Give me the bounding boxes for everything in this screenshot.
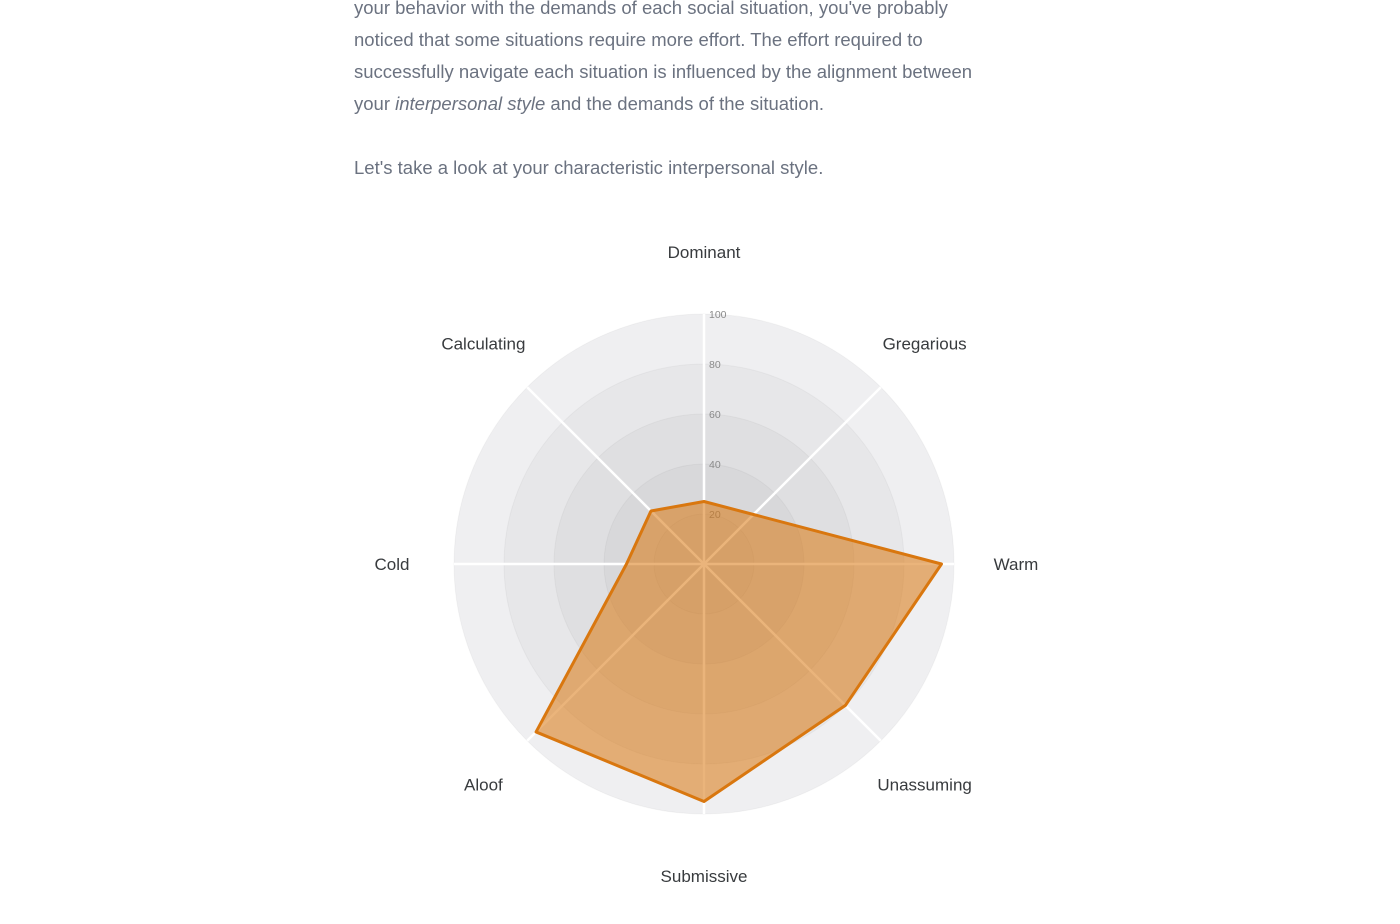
axis-label-unassuming: Unassuming (877, 776, 972, 795)
intro-line-2: noticed that some situations require mor… (354, 29, 923, 50)
radial-tick-label: 40 (709, 459, 721, 471)
intro-text: your behavior with the demands of each s… (354, 0, 1094, 184)
radar-chart-svg: 20406080100DominantGregariousWarmUnassum… (375, 243, 1039, 886)
radial-tick-label: 100 (709, 309, 727, 321)
intro-line-4-after: and the demands of the situation. (545, 93, 825, 114)
axis-label-aloof: Aloof (464, 776, 503, 795)
intro-line-4: your interpersonal style and the demands… (354, 88, 1094, 120)
intro-line-4-italic: interpersonal style (395, 93, 546, 114)
intro-closing-line: Let's take a look at your characteristic… (354, 157, 824, 178)
intro-line-4-before: your (354, 93, 396, 114)
axis-label-gregarious: Gregarious (883, 334, 967, 353)
axis-label-calculating: Calculating (441, 334, 525, 353)
axis-label-dominant: Dominant (668, 243, 741, 262)
axis-label-submissive: Submissive (661, 867, 748, 886)
radar-series-polygon (534, 500, 943, 803)
axis-label-cold: Cold (375, 555, 410, 574)
intro-line-1: your behavior with the demands of each s… (354, 0, 948, 18)
radial-tick-label: 80 (709, 359, 721, 371)
axis-label-warm: Warm (994, 555, 1039, 574)
radial-tick-label: 60 (709, 409, 721, 421)
interpersonal-style-radar-chart: 20406080100DominantGregariousWarmUnassum… (354, 214, 1054, 914)
intro-line-3: successfully navigate each situation is … (354, 61, 973, 82)
